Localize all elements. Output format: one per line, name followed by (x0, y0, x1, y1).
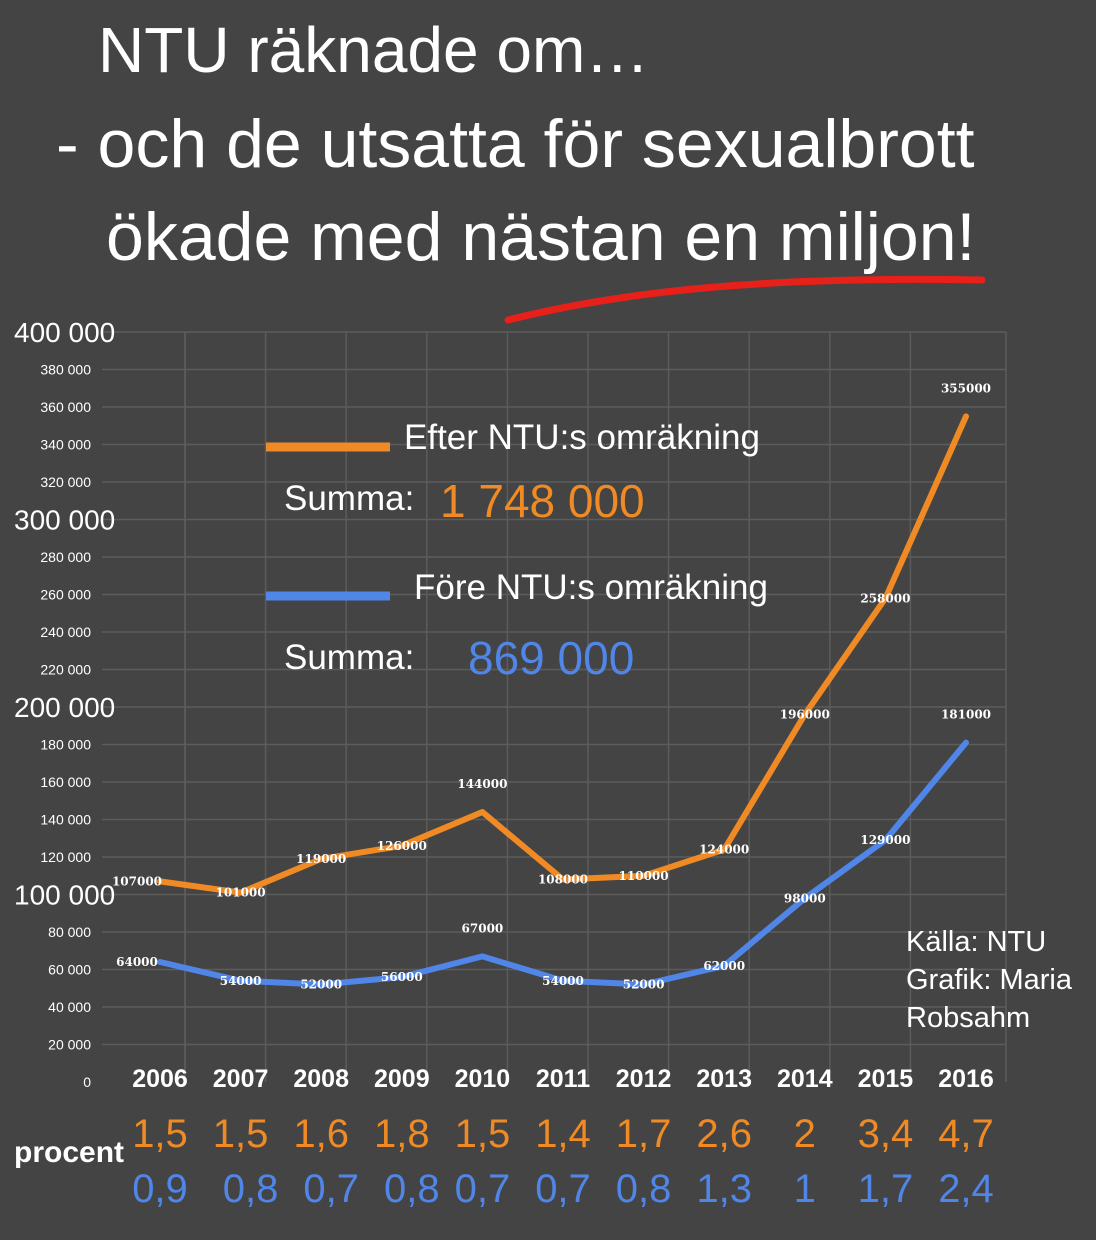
percent-value-after: 1,5 (132, 1112, 188, 1156)
x-tick-label: 2015 (858, 1065, 914, 1093)
y-tick-label: 400 000 (14, 317, 115, 348)
data-label: 126000 (377, 839, 427, 853)
percent-value-after: 1,6 (293, 1112, 349, 1156)
legend-label-after: Efter NTU:s omräkning (404, 418, 760, 457)
data-label: 98000 (784, 891, 826, 905)
y-tick-label: 280 000 (40, 549, 91, 565)
x-tick-label: 2011 (536, 1065, 590, 1093)
y-tick-label: 360 000 (40, 399, 91, 415)
red-underline (504, 275, 986, 324)
y-tick-label: 200 000 (14, 692, 115, 723)
data-label: 110000 (619, 869, 669, 883)
sum-value-after: 1 748 000 (440, 475, 645, 527)
percent-row-label: procent (14, 1136, 125, 1169)
data-label: 56000 (381, 970, 423, 984)
credit-source: Källa: NTU (906, 926, 1047, 958)
y-tick-label: 260 000 (40, 587, 91, 603)
y-tick-label: 180 000 (40, 737, 91, 753)
x-tick-label: 2009 (374, 1065, 430, 1093)
x-tick-label: 2008 (293, 1065, 349, 1093)
percent-value-after: 2,6 (696, 1112, 752, 1156)
legend-label-before: Före NTU:s omräkning (414, 568, 768, 607)
percent-value-before: 0,7 (535, 1167, 591, 1211)
data-label: 67000 (462, 921, 504, 935)
y-tick-label: 60 000 (48, 962, 91, 978)
y-tick-label: 160 000 (40, 774, 91, 790)
data-label: 107000 (112, 874, 162, 888)
data-label: 62000 (703, 959, 745, 973)
data-label: 355000 (941, 381, 991, 395)
x-tick-label: 2006 (132, 1065, 188, 1093)
percent-value-before: 0,8 (383, 1167, 440, 1211)
percent-value-before: 2,4 (938, 1167, 994, 1211)
x-tick-label: 2016 (938, 1065, 994, 1093)
percent-value-after: 2 (793, 1112, 816, 1156)
y-tick-label: 240 000 (40, 624, 91, 640)
headline-line-3: ökade med nästan en miljon! (106, 199, 976, 275)
y-tick-label: 40 000 (48, 999, 91, 1015)
y-tick-label: 120 000 (40, 849, 91, 865)
percent-value-before: 0,9 (132, 1167, 188, 1211)
x-tick-label: 2012 (616, 1065, 672, 1093)
y-tick-label: 320 000 (40, 474, 91, 490)
sum-value-before: 869 000 (468, 632, 635, 684)
percent-value-after: 1,7 (615, 1112, 672, 1156)
x-tick-label: 2013 (696, 1065, 752, 1093)
series-line-after (157, 413, 969, 896)
y-tick-label: 100 000 (14, 880, 115, 911)
x-tick-label: 2014 (777, 1065, 833, 1093)
percent-value-before: 1,7 (857, 1167, 914, 1211)
percent-value-after: 1,5 (212, 1112, 269, 1156)
data-label: 101000 (216, 886, 266, 900)
percent-value-after: 1,5 (454, 1112, 511, 1156)
x-tick-label: 2010 (455, 1065, 511, 1093)
series-line-before (157, 739, 969, 988)
sum-label-before: Summa: (284, 638, 415, 677)
data-label: 196000 (780, 708, 830, 722)
y-tick-label: 0 (83, 1074, 91, 1090)
sum-label-after: Summa: (284, 479, 415, 518)
y-tick-label: 300 000 (14, 505, 115, 536)
data-label: 52000 (623, 978, 665, 992)
percent-value-before: 1,3 (696, 1167, 752, 1211)
data-label: 108000 (538, 873, 588, 887)
percent-value-before: 1 (793, 1167, 816, 1211)
data-label: 124000 (699, 843, 749, 857)
percent-value-before: 0,7 (454, 1167, 511, 1211)
headline-line-2: - och de utsatta för sexualbrott (56, 106, 975, 182)
percent-value-after: 4,7 (938, 1112, 994, 1156)
credit-author: Robsahm (906, 1002, 1031, 1034)
percent-value-before: 0,8 (615, 1167, 672, 1211)
headline-line-1: NTU räknade om… (98, 14, 650, 86)
percent-value-before: 0,8 (222, 1167, 279, 1211)
percent-value-after: 1,4 (535, 1112, 591, 1156)
y-tick-label: 80 000 (48, 924, 91, 940)
data-label: 54000 (220, 974, 262, 988)
data-label: 258000 (860, 591, 910, 605)
data-label: 119000 (296, 852, 346, 866)
y-tick-label: 20 000 (48, 1037, 91, 1053)
data-label: 181000 (941, 708, 991, 722)
y-tick-label: 340 000 (40, 437, 91, 453)
data-label: 54000 (542, 974, 584, 988)
percent-value-after: 1,8 (373, 1112, 430, 1156)
y-tick-label: 380 000 (40, 362, 91, 378)
percent-value-after: 3,4 (857, 1112, 914, 1156)
x-tick-label: 2007 (213, 1065, 269, 1093)
data-label: 144000 (457, 777, 507, 791)
y-tick-label: 220 000 (40, 662, 91, 678)
data-label: 52000 (300, 978, 342, 992)
data-label: 64000 (116, 955, 158, 969)
percent-value-before: 0,7 (303, 1167, 359, 1211)
y-tick-label: 140 000 (40, 812, 91, 828)
data-label: 129000 (860, 833, 910, 847)
credit-graphics: Grafik: Maria (906, 964, 1072, 996)
